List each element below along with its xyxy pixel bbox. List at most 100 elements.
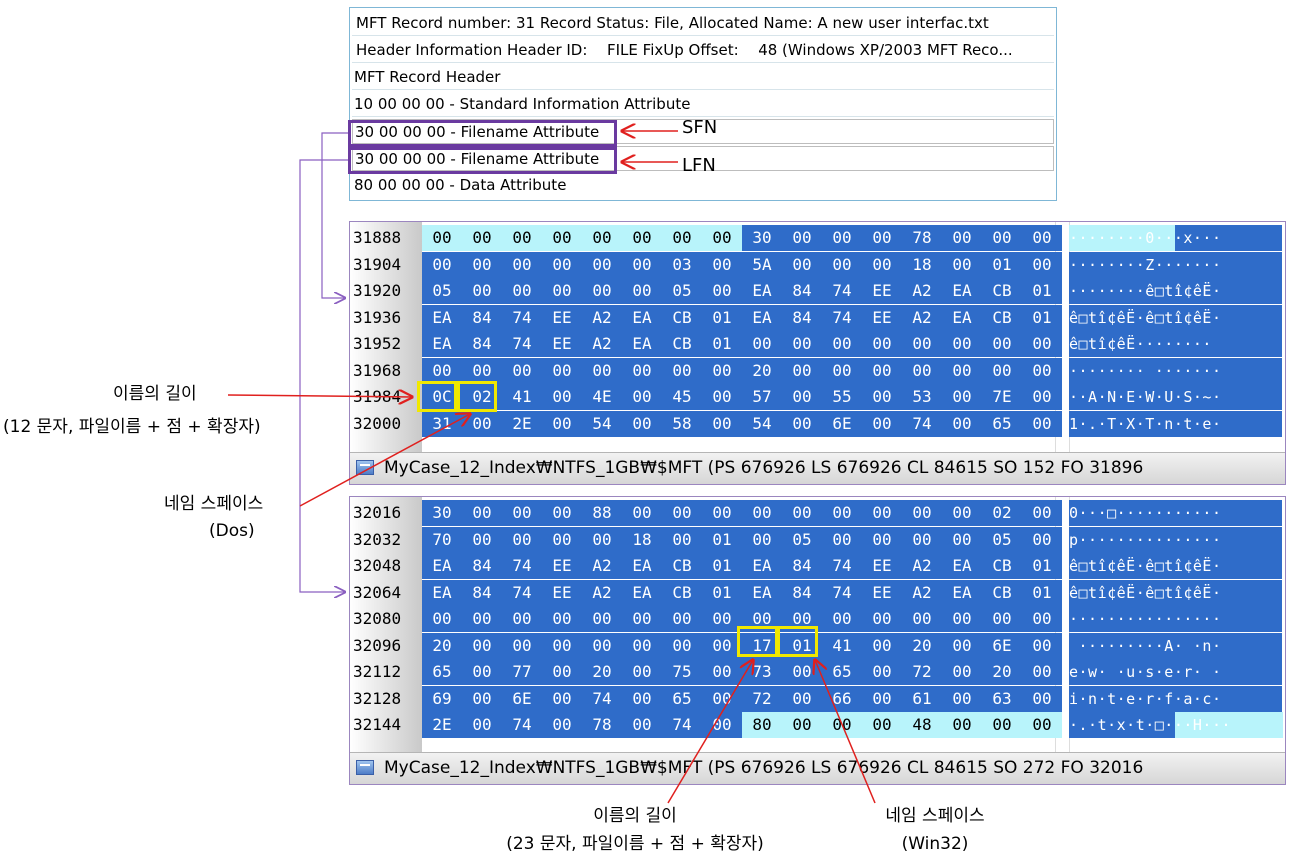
hex-byte[interactable]: 00 [1032, 503, 1052, 522]
record-row-filename-lfn[interactable]: 30 00 00 00 - Filename Attribute [352, 146, 1054, 171]
hex-byte[interactable]: 01 [792, 635, 812, 655]
hex-view-top[interactable]: 31888 00 00 00 00 00 00 00 00 30 00 00 00 78 00 00 00 ···… [349, 221, 1286, 485]
ascii-text[interactable]: ·········A· ·n· [1069, 636, 1222, 655]
hex-byte[interactable]: 00 [632, 413, 652, 433]
hex-byte[interactable]: 20 [592, 662, 612, 681]
hex-row[interactable]: 31968 00 00 00 00 00 00 00 00 20 00 00 00 00 00 00 00 ···… [350, 357, 1285, 384]
hex-byte[interactable]: 00 [712, 503, 732, 522]
hex-byte[interactable]: 00 [632, 281, 652, 300]
hex-byte[interactable]: EA [752, 281, 772, 300]
hex-byte[interactable]: 88 [592, 503, 612, 522]
hex-byte[interactable]: 74 [512, 582, 532, 602]
hex-byte[interactable]: 00 [592, 609, 612, 628]
ascii-text[interactable]: ········Z······· [1069, 255, 1222, 274]
hex-byte[interactable]: 00 [792, 413, 812, 433]
hex-byte[interactable]: 30 [752, 228, 772, 247]
ascii-text[interactable]: ··A·N·E·W·U·S·~· [1069, 388, 1222, 406]
hex-row[interactable]: 32032 70 00 00 00 00 18 00 01 00 05 00 00 00 00 05 00 p··… [350, 526, 1285, 553]
hex-byte[interactable]: 4E [592, 387, 612, 406]
hex-byte[interactable]: 00 [872, 662, 892, 681]
hex-byte[interactable]: A2 [592, 582, 612, 602]
hex-byte[interactable]: 74 [832, 582, 852, 602]
hex-byte[interactable]: 00 [952, 688, 972, 708]
hex-byte[interactable]: 00 [512, 254, 532, 274]
hex-byte[interactable]: 00 [872, 334, 892, 353]
hex-byte[interactable]: 00 [752, 334, 772, 353]
hex-byte[interactable]: 6E [512, 688, 532, 708]
hex-row[interactable]: 31920 05 00 00 00 00 00 05 00 EA 84 74 EE A2 EA CB 01 ···… [350, 278, 1285, 304]
hex-byte[interactable]: 00 [872, 387, 892, 406]
hex-byte[interactable]: 00 [512, 503, 532, 522]
hex-byte[interactable]: 00 [472, 503, 492, 522]
hex-byte[interactable]: EA [632, 307, 652, 327]
hex-byte[interactable]: 00 [472, 529, 492, 549]
hex-byte[interactable]: 00 [632, 228, 652, 247]
hex-byte[interactable]: 00 [752, 609, 772, 628]
hex-byte[interactable]: EA [952, 556, 972, 575]
hex-byte[interactable]: 5A [752, 254, 772, 274]
hex-byte[interactable]: 54 [752, 413, 772, 433]
hex-byte[interactable]: 00 [472, 254, 492, 274]
hex-byte[interactable]: 00 [432, 609, 452, 628]
hex-byte[interactable]: 00 [952, 662, 972, 681]
hex-byte[interactable]: 00 [472, 662, 492, 681]
hex-byte[interactable]: 00 [872, 609, 892, 628]
hex-byte[interactable]: EE [552, 334, 572, 353]
hex-byte[interactable]: 84 [792, 582, 812, 602]
hex-byte[interactable]: 00 [552, 715, 572, 734]
hex-byte[interactable]: 00 [672, 635, 692, 655]
hex-byte[interactable]: 20 [992, 662, 1012, 681]
hex-row[interactable]: 32128 69 00 6E 00 74 00 65 00 72 00 66 00 61 00 63 00 i·n… [350, 685, 1285, 712]
hex-byte[interactable]: 00 [1032, 334, 1052, 353]
hex-byte[interactable]: 20 [432, 635, 452, 655]
hex-byte[interactable]: 73 [752, 662, 772, 681]
hex-byte[interactable]: 70 [432, 529, 452, 549]
hex-row[interactable]: 32016 30 00 00 00 88 00 00 00 00 00 00 00 00 00 02 00 0··… [350, 500, 1285, 526]
hex-byte[interactable]: 00 [832, 334, 852, 353]
hex-byte[interactable]: 55 [832, 387, 852, 406]
hex-byte[interactable]: 00 [952, 635, 972, 655]
ascii-text[interactable]: ê□tî¢êË·ê□tî¢êË· [1069, 308, 1222, 327]
hex-byte[interactable]: 58 [672, 413, 692, 433]
hex-byte[interactable]: 6E [992, 635, 1012, 655]
hex-byte[interactable]: 2E [432, 715, 452, 734]
hex-byte[interactable]: 00 [872, 635, 892, 655]
hex-byte[interactable]: 00 [512, 228, 532, 247]
hex-byte[interactable]: 00 [592, 360, 612, 380]
hex-byte[interactable]: 00 [832, 360, 852, 380]
hex-byte[interactable]: 00 [872, 529, 892, 549]
hex-byte[interactable]: 00 [952, 715, 972, 734]
hex-byte[interactable]: 00 [632, 609, 652, 628]
hex-byte[interactable]: 00 [552, 387, 572, 406]
hex-byte[interactable]: 00 [792, 254, 812, 274]
hex-byte[interactable]: 00 [1032, 715, 1052, 734]
hex-row[interactable]: 32064 EA 84 74 EE A2 EA CB 01 EA 84 74 EE A2 EA CB 01 ê□t… [350, 579, 1285, 606]
hex-byte[interactable]: 00 [712, 254, 732, 274]
hex-row[interactable]: 32048 EA 84 74 EE A2 EA CB 01 EA 84 74 EE A2 EA CB 01 ê□t… [350, 553, 1285, 579]
hex-byte[interactable]: 00 [912, 609, 932, 628]
hex-row[interactable]: 31984 0C 02 41 00 4E 00 45 00 57 00 55 00 53 00 7E 00 ··A… [350, 384, 1285, 410]
hex-byte[interactable]: 80 [752, 715, 772, 734]
hex-byte[interactable]: 00 [752, 529, 772, 549]
hex-byte[interactable]: 84 [472, 334, 492, 353]
hex-byte[interactable]: 00 [472, 413, 492, 433]
hex-byte[interactable]: 00 [472, 228, 492, 247]
hex-byte[interactable]: EE [872, 582, 892, 602]
hex-byte[interactable]: 74 [832, 556, 852, 575]
hex-row[interactable]: 32112 65 00 77 00 20 00 75 00 73 00 65 00 72 00 20 00 e·w… [350, 659, 1285, 685]
hex-byte[interactable]: 00 [592, 635, 612, 655]
hex-byte[interactable]: 00 [632, 688, 652, 708]
hex-byte[interactable]: EA [952, 281, 972, 300]
hex-byte[interactable]: 00 [792, 503, 812, 522]
hex-byte[interactable]: A2 [912, 307, 932, 327]
hex-byte[interactable]: A2 [592, 334, 612, 353]
hex-byte[interactable]: A2 [592, 307, 612, 327]
hex-byte[interactable]: 65 [432, 662, 452, 681]
ascii-text[interactable]: ·.·t·x·t·□···H··· [1069, 716, 1232, 734]
hex-byte[interactable]: 00 [512, 609, 532, 628]
hex-byte[interactable]: 01 [712, 582, 732, 602]
hex-row[interactable]: 31904 00 00 00 00 00 00 03 00 5A 00 00 00 18 00 01 00 ···… [350, 251, 1285, 278]
hex-byte[interactable]: 00 [1032, 635, 1052, 655]
hex-row[interactable]: 32144 2E 00 74 00 78 00 74 00 80 00 00 00 48 00 00 00 ·.·… [350, 712, 1285, 738]
hex-byte[interactable]: 00 [712, 688, 732, 708]
